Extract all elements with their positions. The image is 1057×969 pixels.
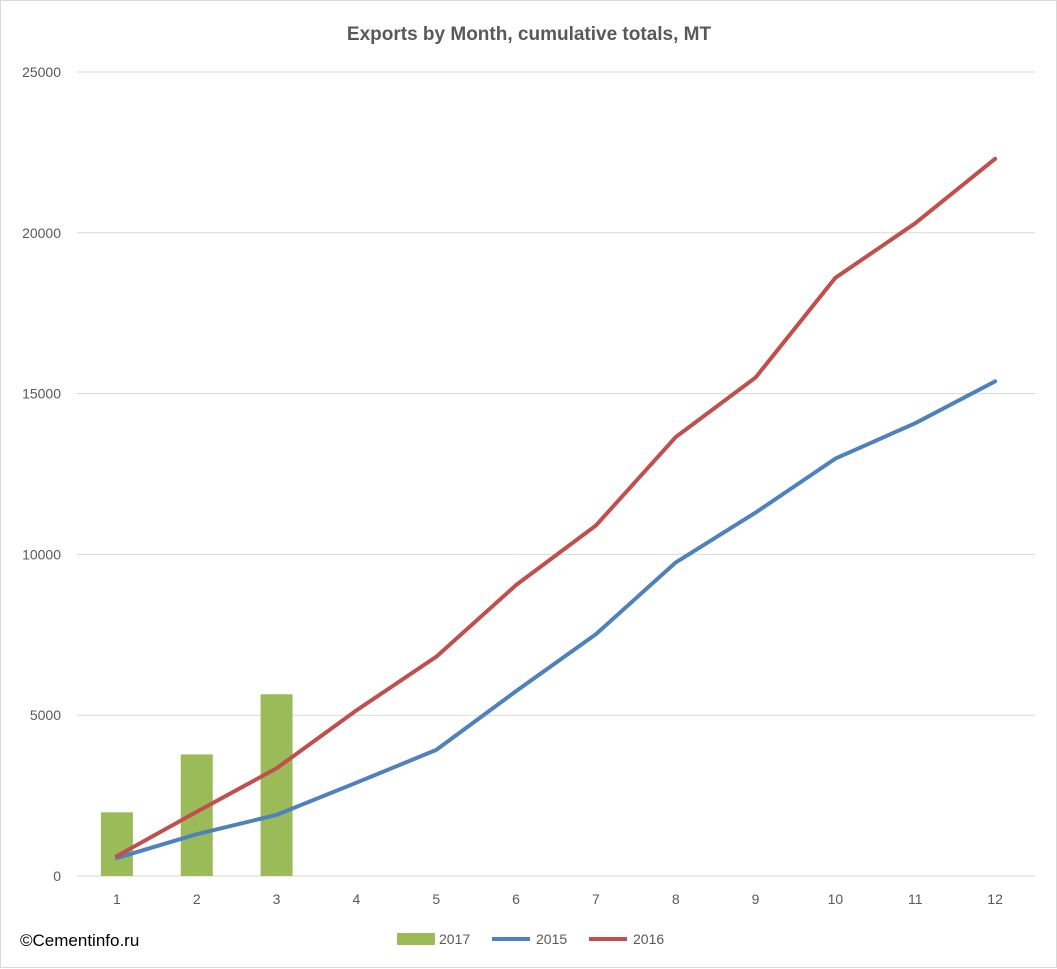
x-tick-label: 4 (353, 891, 361, 907)
x-tick-label: 7 (592, 891, 600, 907)
legend-label-2017: 2017 (439, 931, 470, 947)
y-axis-ticks: 0 5000 10000 15000 20000 25000 (22, 64, 61, 884)
bar-2017-3 (260, 694, 293, 876)
y-tick-label: 25000 (22, 64, 61, 80)
x-tick-label: 11 (908, 891, 923, 907)
x-tick-label: 6 (512, 891, 520, 907)
line-2016 (114, 156, 998, 859)
credit-text: ©Cementinfo.ru (20, 931, 139, 950)
bar-2017-1 (100, 812, 133, 876)
legend-label-2015: 2015 (536, 931, 567, 947)
x-tick-label: 3 (273, 891, 281, 907)
legend: 2017 2015 2016 (397, 931, 664, 947)
legend-swatch-2017 (397, 933, 435, 945)
bar-2017-2 (180, 754, 213, 876)
x-tick-label: 10 (828, 891, 844, 907)
gridlines (77, 71, 1035, 877)
x-tick-label: 1 (113, 891, 121, 907)
legend-label-2016: 2016 (633, 931, 664, 947)
y-tick-label: 5000 (30, 707, 61, 723)
x-tick-label: 5 (432, 891, 440, 907)
y-tick-label: 20000 (22, 225, 61, 241)
x-axis-ticks: 1 2 3 4 5 6 7 8 9 10 11 12 (113, 891, 1003, 907)
x-tick-label: 9 (752, 891, 760, 907)
x-tick-label: 8 (672, 891, 680, 907)
y-tick-label: 15000 (22, 386, 61, 402)
y-tick-label: 0 (53, 868, 61, 884)
line-series (114, 156, 998, 860)
chart-title: Exports by Month, cumulative totals, MT (347, 24, 712, 45)
x-tick-label: 12 (987, 891, 1003, 907)
x-tick-label: 2 (193, 891, 201, 907)
y-tick-label: 10000 (22, 546, 61, 562)
bar-series (100, 694, 293, 876)
line-2015 (114, 379, 998, 860)
